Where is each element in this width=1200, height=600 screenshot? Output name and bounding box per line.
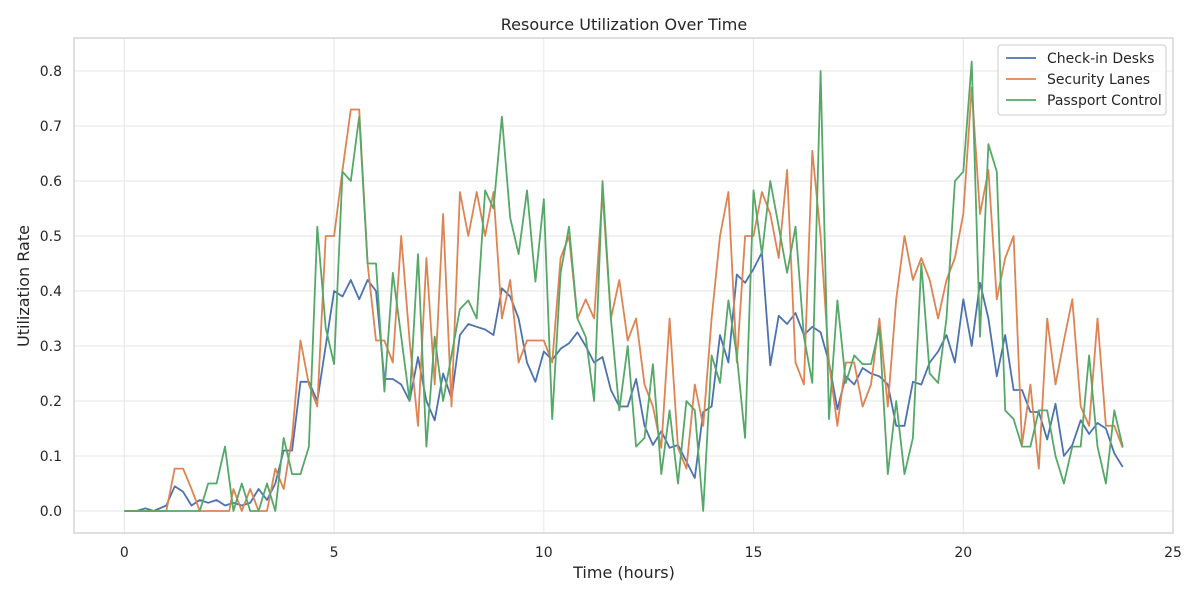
- plot-area-frame: [73, 37, 1174, 534]
- x-axis-label: Time (hours): [572, 563, 675, 582]
- y-tick-labels: 0.0 0.1 0.2 0.3 0.4 0.5 0.6 0.7 0.8: [40, 64, 62, 520]
- y-tick-label: 0.3: [40, 339, 62, 355]
- y-axis-label: Utilization Rate: [14, 225, 33, 347]
- chart-title: Resource Utilization Over Time: [501, 15, 747, 34]
- x-tick-label: 25: [1164, 545, 1182, 561]
- legend-label-check-in-desks: Check-in Desks: [1047, 51, 1154, 67]
- y-tick-label: 0.7: [40, 119, 62, 135]
- series-lines: [124, 60, 1124, 512]
- legend-label-passport-control: Passport Control: [1047, 93, 1162, 109]
- x-tick-label: 5: [330, 545, 339, 561]
- y-tick-label: 0.4: [40, 284, 62, 300]
- x-tick-label: 15: [745, 545, 763, 561]
- legend-label-security-lanes: Security Lanes: [1047, 72, 1150, 88]
- x-tick-label: 0: [120, 545, 129, 561]
- series-line-passport-control: [124, 60, 1124, 512]
- x-tick-label: 20: [954, 545, 972, 561]
- x-tick-labels: 0 5 10 15 20 25: [120, 545, 1182, 561]
- legend-box: [997, 44, 1167, 116]
- y-tick-label: 0.1: [40, 449, 62, 465]
- y-tick-label: 0.8: [40, 64, 62, 80]
- series-line-check-in-desks: [124, 251, 1124, 512]
- series-line-security-lanes: [124, 86, 1124, 512]
- y-tick-label: 0.2: [40, 394, 62, 410]
- y-tick-label: 0.5: [40, 229, 62, 245]
- grid-lines: [74, 38, 1174, 533]
- legend: Check-in Desks Security Lanes Passport Con…: [997, 44, 1167, 116]
- y-tick-label: 0.0: [40, 504, 62, 520]
- x-tick-label: 10: [535, 545, 553, 561]
- y-tick-label: 0.6: [40, 174, 62, 190]
